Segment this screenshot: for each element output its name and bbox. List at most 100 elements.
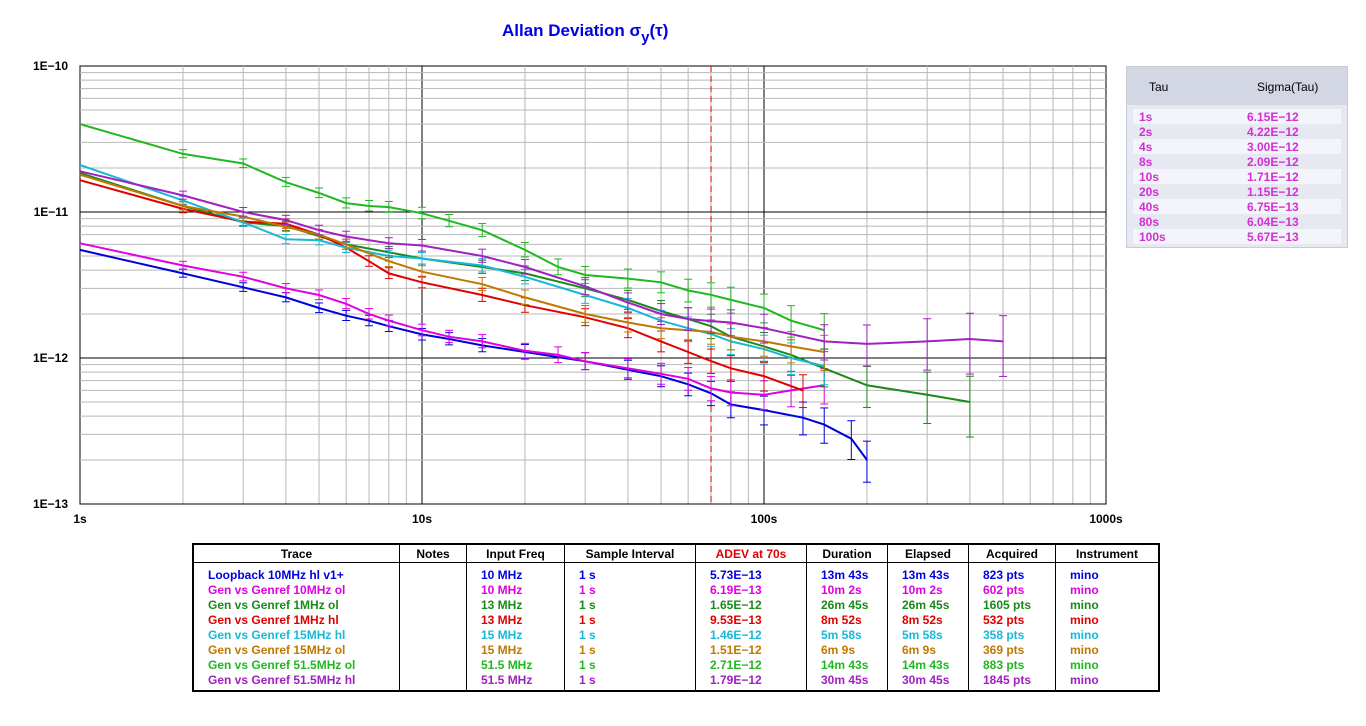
tau-value: 4s [1139, 140, 1153, 154]
series-6 [79, 173, 829, 372]
legend-row: Gen vs Genref 1MHz hl 13 MHz 1 s 9.53E−13 8m… [192, 612, 1160, 627]
legend-cell: 14m 43s [887, 657, 969, 672]
series-line [79, 123, 825, 332]
series-2 [79, 242, 829, 411]
legend-row: Loopback 10MHz hl v1+ 10 MHz 1 s 5.73E−13 13… [192, 562, 1160, 582]
series-group [79, 123, 1008, 483]
legend-cell: 1 s [564, 562, 696, 582]
legend-row: Gen vs Genref 15MHz hl 15 MHz 1 s 1.46E−12 5… [192, 627, 1160, 642]
legend-cell: 602 pts [968, 582, 1056, 597]
legend-header-cell: ADEV at 70s [695, 543, 807, 563]
legend-cell: 14m 43s [806, 657, 888, 672]
legend-cell: 8m 52s [887, 612, 969, 627]
legend-header-cell: Duration [806, 543, 888, 563]
legend-row: Gen vs Genref 51.5MHz hl 51.5 MHz 1 s 1.79E… [192, 672, 1160, 691]
sigma-value: 6.75E−13 [1247, 200, 1299, 214]
chart-title-sub: y [641, 29, 650, 46]
legend-cell: Gen vs Genref 15MHz ol [192, 642, 400, 657]
legend-cell: 51.5 MHz [466, 672, 565, 691]
legend-cell: 1 s [564, 627, 696, 642]
legend-cell: 26m 45s [887, 597, 969, 612]
legend-cell [399, 597, 467, 612]
legend-cell: 10m 2s [887, 582, 969, 597]
legend-cell: 1 s [564, 642, 696, 657]
trace-legend-table: Trace Notes Input Freq Sample Interval ADEV … [192, 543, 1160, 692]
tau-sigma-row: 20s 1.15E−12 [1133, 184, 1341, 199]
sigma-value: 5.67E−13 [1247, 230, 1299, 244]
legend-cell: mino [1055, 612, 1160, 627]
legend-cell: Gen vs Genref 15MHz hl [192, 627, 400, 642]
legend-cell: 1.46E−12 [695, 627, 807, 642]
legend-header-cell: Acquired [968, 543, 1056, 563]
legend-cell [399, 672, 467, 691]
legend-cell: 1605 pts [968, 597, 1056, 612]
sigma-value: 6.04E−13 [1247, 215, 1299, 229]
legend-header-cell: Elapsed [887, 543, 969, 563]
tau-sigma-row: 1s 6.15E−12 [1133, 109, 1341, 124]
legend-cell: Loopback 10MHz hl v1+ [192, 562, 400, 582]
legend-cell: mino [1055, 672, 1160, 691]
legend-cell: 6m 9s [806, 642, 888, 657]
legend-cell: mino [1055, 642, 1160, 657]
tau-sigma-row: 10s 1.71E−12 [1133, 169, 1341, 184]
tau-value: 20s [1139, 185, 1160, 199]
legend-cell: 13 MHz [466, 597, 565, 612]
legend-cell: 13m 43s [887, 562, 969, 582]
tau-value: 2s [1139, 125, 1153, 139]
legend-cell: 51.5 MHz [466, 657, 565, 672]
legend-cell [399, 657, 467, 672]
tau-sigma-row: 100s 5.67E−13 [1133, 229, 1341, 244]
legend-cell: Gen vs Genref 1MHz hl [192, 612, 400, 627]
sigma-value: 4.22E−12 [1247, 125, 1299, 139]
legend-cell: 9.53E−13 [695, 612, 807, 627]
legend-cell: Gen vs Genref 10MHz ol [192, 582, 400, 597]
legend-cell: 532 pts [968, 612, 1056, 627]
legend-cell: 1.51E−12 [695, 642, 807, 657]
tau-value: 8s [1139, 155, 1153, 169]
legend-header-cell: Input Freq [466, 543, 565, 563]
series-7 [79, 123, 829, 350]
legend-cell: 1 s [564, 612, 696, 627]
legend-cell: 6.19E−13 [695, 582, 807, 597]
tau-sigma-row: 40s 6.75E−13 [1133, 199, 1341, 214]
legend-header-cell: Trace [192, 543, 400, 563]
series-line [79, 242, 825, 396]
legend-cell: Gen vs Genref 1MHz ol [192, 597, 400, 612]
legend-cell: 1.79E−12 [695, 672, 807, 691]
x-tick-label: 1000s [1089, 512, 1123, 526]
legend-cell: 369 pts [968, 642, 1056, 657]
y-tick-label: 1E−11 [34, 205, 69, 219]
tau-sigma-header: Tau Sigma(Tau) [1127, 67, 1347, 105]
legend-cell: 8m 52s [806, 612, 888, 627]
sigma-value: 1.15E−12 [1247, 185, 1299, 199]
sigma-column-header: Sigma(Tau) [1257, 80, 1319, 94]
y-tick-label: 1E−12 [33, 351, 68, 365]
y-tick-label: 1E−10 [33, 59, 68, 73]
tau-sigma-row: 8s 2.09E−12 [1133, 154, 1341, 169]
legend-cell [399, 612, 467, 627]
tau-sigma-panel: Tau Sigma(Tau) 1s 6.15E−12 2s 4.22E−12 4s 3.0… [1126, 66, 1348, 248]
legend-cell: 823 pts [968, 562, 1056, 582]
legend-cell: 5m 58s [806, 627, 888, 642]
legend-cell: 883 pts [968, 657, 1056, 672]
legend-cell: 10 MHz [466, 562, 565, 582]
legend-cell: 15 MHz [466, 627, 565, 642]
sigma-value: 3.00E−12 [1247, 140, 1299, 154]
grid [79, 66, 1106, 505]
legend-cell: 10m 2s [806, 582, 888, 597]
legend-cell: 15 MHz [466, 642, 565, 657]
legend-cell: 5m 58s [887, 627, 969, 642]
series-line [79, 170, 1004, 345]
legend-row: Gen vs Genref 1MHz ol 13 MHz 1 s 1.65E−12 26… [192, 597, 1160, 612]
legend-cell: mino [1055, 582, 1160, 597]
legend-cell: 6m 9s [887, 642, 969, 657]
legend-cell: 1 s [564, 657, 696, 672]
sigma-value: 6.15E−12 [1247, 110, 1299, 124]
legend-cell: 5.73E−13 [695, 562, 807, 582]
legend-cell: Gen vs Genref 51.5MHz ol [192, 657, 400, 672]
sigma-value: 1.71E−12 [1247, 170, 1299, 184]
tau-sigma-row: 4s 3.00E−12 [1133, 139, 1341, 154]
legend-row: Gen vs Genref 10MHz ol 10 MHz 1 s 6.19E−13 1… [192, 582, 1160, 597]
series-line [79, 173, 825, 353]
legend-cell: mino [1055, 657, 1160, 672]
